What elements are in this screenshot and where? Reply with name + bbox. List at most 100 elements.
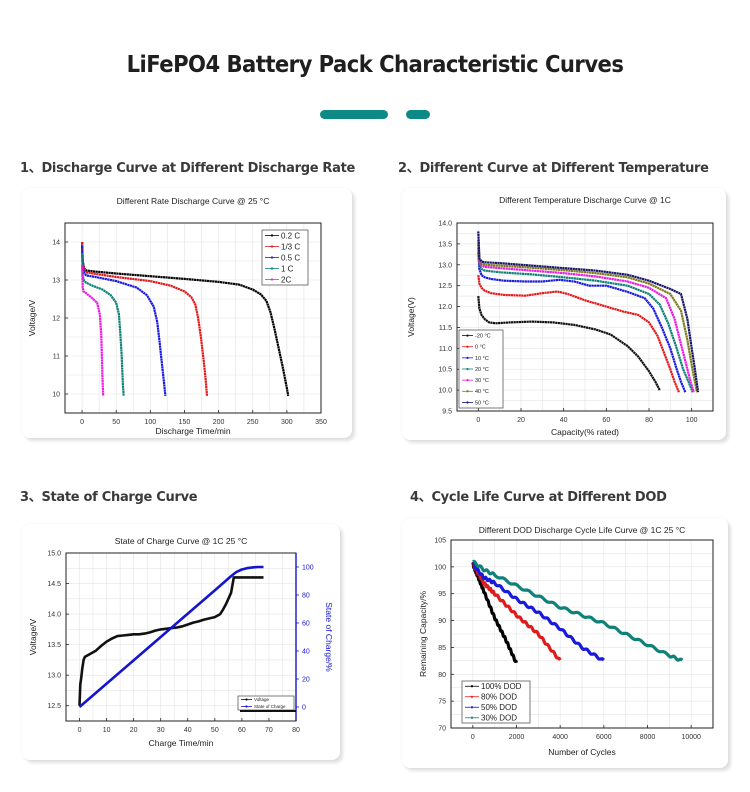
series-state-of-charge bbox=[78, 565, 264, 708]
legend-marker-0-2-c bbox=[270, 234, 274, 237]
y-tick-label: 11.0 bbox=[439, 346, 452, 353]
legend-label-20-c: -20 °C bbox=[475, 333, 491, 339]
legend-marker-10-c bbox=[466, 356, 469, 359]
section-title-state-of-charge: 3、State of Charge Curve bbox=[20, 490, 198, 505]
chart-cycle-life: Different DOD Discharge Cycle Life Curve… bbox=[418, 525, 714, 757]
legend-marker-80-dod bbox=[470, 695, 474, 698]
x-tick-label: 6000 bbox=[596, 734, 612, 741]
series-10-c bbox=[477, 252, 687, 393]
series-50-c bbox=[477, 231, 700, 393]
y-tick-label: 15.0 bbox=[47, 551, 61, 558]
y-tick-label: 9.5 bbox=[442, 409, 452, 416]
series-0-2-c bbox=[81, 241, 290, 397]
x-tick-label: 60 bbox=[602, 417, 610, 424]
y-axis-label: Remaining Capacity/% bbox=[418, 591, 428, 677]
series-0-5-c bbox=[81, 245, 167, 397]
y-tick-label: 13.0 bbox=[47, 673, 61, 680]
legend-box bbox=[461, 680, 531, 724]
y-tick-label: 90 bbox=[438, 618, 446, 625]
y-tick-label: 14.0 bbox=[47, 612, 61, 619]
series-1-3-c bbox=[81, 241, 209, 396]
section-title-discharge-rate: 1、Discharge Curve at Different Discharge… bbox=[20, 161, 356, 176]
legend-label-1-3-c: 1/3 C bbox=[281, 242, 300, 251]
legend-label-0-5-c: 0.5 C bbox=[281, 253, 300, 262]
plot-frame bbox=[450, 539, 714, 729]
x-tick-label: 20 bbox=[517, 417, 525, 424]
x-tick-label: 2000 bbox=[509, 734, 525, 741]
legend-marker-voltage bbox=[245, 698, 248, 701]
legend-label-30-dod: 30% DOD bbox=[481, 714, 517, 723]
x-tick-label: 40 bbox=[560, 417, 568, 424]
y-tick-label: 12.0 bbox=[438, 304, 452, 311]
x-tick-label: 8000 bbox=[640, 734, 656, 741]
x-tick-label: 50 bbox=[112, 419, 120, 426]
x-tick-label: 200 bbox=[213, 419, 225, 426]
legend-marker-50-c bbox=[466, 401, 469, 404]
chart-temperature: Different Temperature Discharge Curve @ … bbox=[406, 195, 714, 437]
y-tick-label: 12.5 bbox=[438, 283, 452, 290]
x-tick-label: 80 bbox=[292, 727, 300, 734]
y-tick-label: 80 bbox=[438, 672, 446, 679]
y2-tick-label: 100 bbox=[302, 565, 314, 572]
x-tick-label: 10 bbox=[103, 727, 111, 734]
x-tick-label: 350 bbox=[315, 419, 327, 426]
title-underline-long bbox=[320, 110, 388, 119]
y2-tick-label: 80 bbox=[302, 593, 310, 600]
x-axis-label: Number of Cycles bbox=[548, 747, 616, 757]
y-tick-label: 105 bbox=[434, 538, 446, 545]
series-20-c bbox=[477, 248, 694, 393]
x-tick-label: 150 bbox=[179, 419, 191, 426]
y-tick-label: 11.5 bbox=[439, 325, 452, 332]
y-tick-label: 13.5 bbox=[47, 642, 61, 649]
y-tick-label: 70 bbox=[438, 726, 446, 733]
x-tick-label: 0 bbox=[80, 419, 84, 426]
legend-label-40-c: 40 °C bbox=[475, 389, 489, 395]
x-tick-label: 250 bbox=[247, 419, 259, 426]
legend-label-0-c: 0 °C bbox=[475, 345, 486, 351]
legend-marker-50-dod bbox=[470, 706, 474, 709]
x-tick-label: 4000 bbox=[552, 734, 568, 741]
legend-label-state-of-charge: State of Charge bbox=[254, 704, 286, 709]
x-tick-label: 70 bbox=[265, 727, 273, 734]
legend-label-50-c: 50 °C bbox=[475, 400, 489, 406]
legend-label-100-dod: 100% DOD bbox=[481, 682, 522, 691]
y2-tick-label: 40 bbox=[302, 649, 310, 656]
y2-axis-label: State of Charge/% bbox=[324, 602, 334, 672]
legend-marker-30-dod bbox=[470, 716, 474, 719]
y-tick-label: 10.0 bbox=[438, 388, 452, 395]
y-tick-label: 10 bbox=[52, 392, 60, 399]
legend-marker-40-c bbox=[466, 390, 469, 393]
y-tick-label: 11 bbox=[53, 354, 60, 361]
y-tick-label: 14.5 bbox=[47, 581, 61, 588]
y-tick-label: 12.5 bbox=[47, 703, 61, 710]
chart-card-cycle-life bbox=[402, 518, 728, 768]
legend-marker-0-c bbox=[466, 345, 469, 348]
y-tick-label: 13 bbox=[52, 278, 60, 285]
x-tick-label: 100 bbox=[686, 417, 698, 424]
legend-label-10-c: 10 °C bbox=[475, 356, 489, 362]
legend-marker-30-c bbox=[466, 379, 469, 382]
legend-label-voltage: Voltage bbox=[254, 697, 270, 702]
chart-state-of-charge: State of Charge Curve @ 1C 25 °C 0 10 20 30 4… bbox=[28, 536, 334, 748]
section-title-temperature: 2、Different Curve at Different Temperatu… bbox=[398, 161, 709, 176]
series-20-c bbox=[477, 296, 661, 391]
legend-marker-1-c bbox=[270, 267, 274, 270]
legend-marker-2c bbox=[270, 278, 274, 281]
y-tick-label: 14 bbox=[52, 240, 60, 247]
x-axis-label: Charge Time/min bbox=[149, 738, 214, 748]
section-title-cycle-life: 4、Cycle Life Curve at Different DOD bbox=[410, 490, 667, 505]
series-30-dod bbox=[472, 559, 684, 662]
series-40-c bbox=[477, 239, 699, 393]
legend-marker-0-5-c bbox=[270, 256, 274, 259]
chart-title: Different Rate Discharge Curve @ 25 °C bbox=[117, 196, 270, 206]
legend-label-30-c: 30 °C bbox=[475, 378, 489, 384]
title-underline-short bbox=[406, 110, 430, 119]
plot-frame bbox=[456, 222, 714, 412]
chart-title: Different DOD Discharge Cycle Life Curve… bbox=[479, 525, 686, 535]
series-0-c bbox=[477, 275, 680, 393]
x-tick-label: 10000 bbox=[681, 734, 701, 741]
legend-label-1-c: 1 C bbox=[281, 264, 294, 273]
y-axis-label: Voltage/V bbox=[27, 299, 37, 336]
x-tick-label: 40 bbox=[184, 727, 192, 734]
y-tick-label: 100 bbox=[434, 564, 446, 571]
